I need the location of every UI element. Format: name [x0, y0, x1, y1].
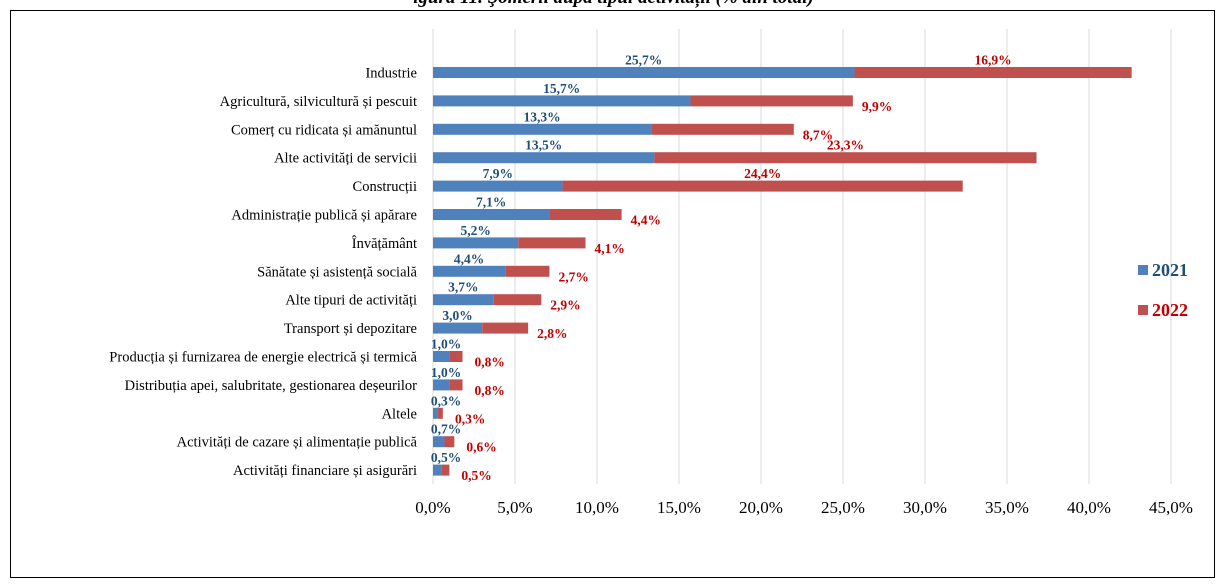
category-label: Alte activități de servicii: [274, 151, 417, 167]
data-label-2021: 1,0%: [431, 337, 461, 352]
bar-2021: [433, 407, 438, 419]
data-label-2021: 13,5%: [525, 138, 562, 153]
data-label-2022: 0,8%: [475, 355, 505, 370]
data-label-2021: 3,0%: [442, 308, 472, 323]
bar-2021: [433, 123, 652, 135]
data-label-2021: 4,4%: [454, 251, 484, 266]
data-label-2022: 4,1%: [595, 241, 625, 256]
bar-2021: [433, 436, 445, 448]
bar-2022: [449, 351, 463, 362]
category-label: Activități de cazare și alimentație publ…: [177, 435, 418, 451]
bar-2021: [433, 152, 655, 164]
legend-swatch-2022: [1138, 305, 1148, 315]
chart-title: igura 11. Şomerii după tipul activității…: [0, 0, 1227, 9]
category-label: Industrie: [365, 66, 417, 82]
category-label: Alte tipuri de activități: [285, 293, 417, 309]
data-label-2022: 0,6%: [466, 440, 496, 455]
data-label-2022: 9,9%: [862, 99, 892, 114]
bar-2021: [433, 237, 519, 249]
x-tick-label: 30,0%: [903, 498, 947, 517]
category-label: Altele: [382, 406, 417, 422]
x-tick-label: 45,0%: [1149, 498, 1193, 517]
bar-2022: [690, 95, 853, 107]
bar-2021: [433, 180, 563, 192]
x-tick-label: 40,0%: [1067, 498, 1111, 517]
bar-2022: [518, 237, 586, 249]
bar-2022: [505, 265, 550, 277]
category-label: Transport și depozitare: [284, 321, 417, 337]
bar-2022: [654, 152, 1037, 164]
category-label: Agricultură, silvicultură și pescuit: [220, 94, 417, 110]
bar-2022: [444, 436, 455, 448]
bar-2021: [433, 294, 494, 306]
x-tick-label: 5,0%: [497, 498, 532, 517]
bar-2021: [433, 265, 506, 277]
bar-2021: [433, 322, 483, 334]
data-label-2021: 0,3%: [431, 393, 461, 408]
data-label-2021: 15,7%: [543, 81, 580, 96]
bar-2021: [433, 95, 691, 107]
bar-2022: [441, 464, 450, 476]
category-label: Învățământ: [352, 235, 417, 252]
category-label: Comerț cu ridicata și amănuntul: [231, 122, 417, 138]
chart-frame: [10, 10, 1215, 578]
bar-2022: [437, 407, 443, 419]
x-tick-label: 0,0%: [415, 498, 450, 517]
bar-2021: [433, 464, 442, 476]
bar-2022: [449, 379, 463, 391]
data-label-2022: 4,4%: [631, 213, 661, 228]
data-label-2022: 24,4%: [744, 166, 781, 181]
data-label-2021: 0,7%: [431, 422, 461, 437]
bar-2022: [493, 294, 542, 306]
category-label: Administrație publică și apărare: [231, 208, 417, 224]
bar-2021: [433, 209, 550, 220]
bar-2021: [433, 67, 855, 78]
data-label-2022: 2,9%: [550, 298, 580, 313]
x-tick-label: 35,0%: [985, 498, 1029, 517]
bar-2022: [854, 67, 1132, 78]
category-label: Producția și furnizarea de energie elect…: [109, 350, 417, 366]
data-label-2021: 0,5%: [431, 450, 461, 465]
legend-label-2022: 2022: [1152, 300, 1188, 320]
category-label: Distribuția apei, salubritate, gestionar…: [125, 378, 417, 394]
legend-label-2021: 2021: [1152, 260, 1188, 280]
category-label: Activități financiare și asigurări: [233, 463, 417, 479]
bar-2021: [433, 379, 450, 391]
data-label-2022: 23,3%: [827, 138, 864, 153]
data-label-2022: 2,7%: [558, 269, 588, 284]
data-label-2021: 5,2%: [460, 223, 490, 238]
data-label-2022: 0,3%: [455, 411, 485, 426]
bar-2022: [549, 209, 622, 220]
legend-swatch-2021: [1138, 265, 1148, 275]
data-label-2021: 7,9%: [483, 166, 513, 181]
data-label-2021: 1,0%: [431, 365, 461, 380]
bar-2022: [562, 180, 963, 192]
data-label-2022: 8,7%: [803, 127, 833, 142]
bar-2022: [651, 123, 794, 135]
data-label-2022: 0,8%: [475, 383, 505, 398]
data-label-2021: 3,7%: [448, 280, 478, 295]
data-label-2021: 25,7%: [625, 53, 662, 68]
x-tick-label: 20,0%: [739, 498, 783, 517]
bar-2021: [433, 351, 450, 362]
category-label: Sănătate și asistență socială: [257, 264, 417, 280]
data-label-2022: 2,8%: [537, 326, 567, 341]
category-label: Construcții: [353, 179, 417, 195]
data-label-2022: 16,9%: [974, 53, 1011, 68]
data-label-2022: 0,5%: [461, 468, 491, 483]
bar-2022: [482, 322, 529, 334]
data-label-2021: 13,3%: [523, 109, 560, 124]
x-tick-label: 10,0%: [575, 498, 619, 517]
data-label-2021: 7,1%: [476, 195, 506, 210]
x-tick-label: 25,0%: [821, 498, 865, 517]
x-tick-label: 15,0%: [657, 498, 701, 517]
